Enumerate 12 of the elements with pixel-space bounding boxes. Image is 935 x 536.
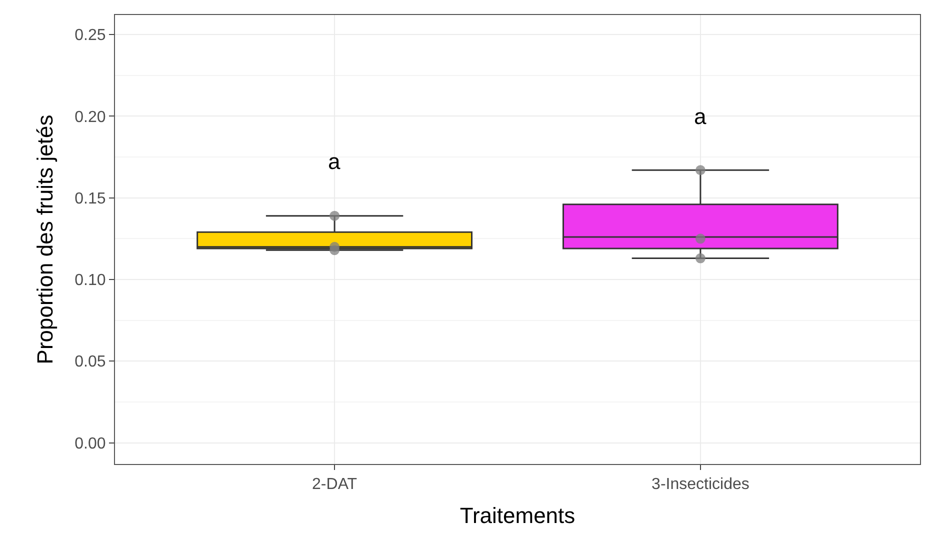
x-tick-label: 3-Insecticides (652, 476, 750, 494)
annotation: a (328, 149, 341, 174)
y-tick-label: 0.25 (74, 27, 106, 44)
y-tick-label: 0.20 (74, 108, 106, 126)
annotation: a (694, 104, 707, 129)
y-tick-label: 0.00 (74, 435, 106, 452)
y-tick-label: 0.15 (74, 190, 106, 208)
x-axis-title: Traitements (460, 503, 576, 528)
x-tick-label: 2-DAT (312, 476, 358, 494)
y-axis-title: Proportion des fruits jetés (32, 114, 58, 364)
y-tick-label: 0.05 (74, 354, 106, 371)
y-tick-label: 0.10 (74, 272, 106, 290)
